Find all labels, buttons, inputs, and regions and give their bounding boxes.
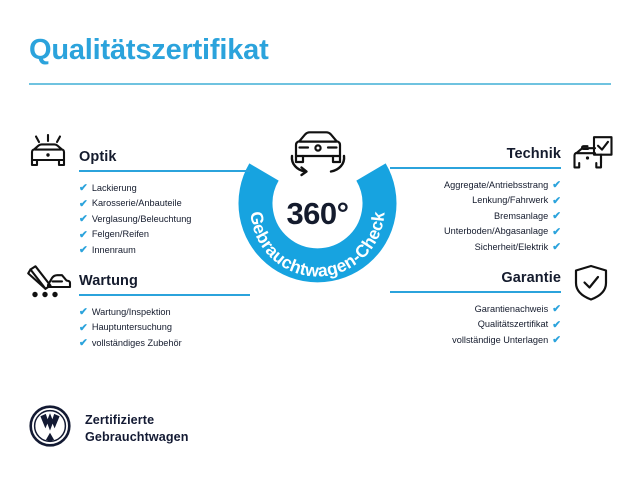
list-item: Lenkung/Fahrwerk ✔ [390, 193, 561, 208]
check-icon: ✔ [79, 244, 88, 257]
section-technik: Technik Aggregate/Antriebsstrang ✔ Lenkun… [390, 145, 561, 255]
footer-text: Zertifizierte Gebrauchtwagen [85, 412, 189, 445]
list-item-label: Hauptuntersuchung [91, 322, 173, 333]
list-item-label: Verglasung/Beleuchtung [91, 213, 192, 224]
check-icon: ✔ [79, 182, 88, 195]
list-item-label: Innenraum [91, 244, 136, 255]
section-list-wartung: ✔ Wartung/Inspektion ✔ Hauptuntersuchung ✔… [79, 305, 250, 351]
section-optik: Optik ✔ Lackierung ✔ Karosserie/Anbauteile… [79, 148, 250, 258]
car-checkbox-icon [568, 134, 614, 179]
section-heading-garantie: Garantie [501, 270, 561, 286]
footer-line-1: Zertifizierte [85, 413, 155, 427]
section-heading-technik: Technik [506, 146, 561, 162]
vw-logo-icon [29, 405, 71, 452]
list-item-label: Aggregate/Antriebsstrang [443, 180, 549, 190]
section-list-garantie: Garantienachweis ✔ Qualitätszertifikat ✔ v… [390, 302, 561, 348]
section-list-technik: Aggregate/Antriebsstrang ✔ Lenkung/Fahrwe… [390, 178, 561, 255]
list-item-label: Qualitätszertifikat [477, 319, 549, 330]
list-item: ✔ Lackierung [79, 181, 250, 196]
list-item: Bremsanlage ✔ [390, 209, 561, 224]
check-icon: ✔ [552, 334, 561, 347]
badge-360-gebrauchtwagen-check: Gebrauchtwagen-Check 360° [230, 122, 405, 297]
list-item-label: Karosserie/Anbauteile [91, 198, 182, 209]
check-icon: ✔ [79, 197, 88, 210]
list-item: Aggregate/Antriebsstrang ✔ [390, 178, 561, 193]
check-icon: ✔ [552, 179, 561, 192]
list-item: ✔ vollständiges Zubehör [79, 336, 250, 351]
section-garantie: Garantie Garantienachweis ✔ Qualitätszert… [390, 269, 561, 348]
list-item: ✔ Karosserie/Anbauteile [79, 196, 250, 211]
shield-check-icon [572, 263, 610, 308]
list-item: ✔ Wartung/Inspektion [79, 305, 250, 320]
car-pen-icon [26, 263, 72, 308]
section-divider-garantie [390, 291, 561, 293]
check-icon: ✔ [79, 228, 88, 241]
list-item: ✔ Felgen/Reifen [79, 227, 250, 242]
list-item: Garantienachweis ✔ [390, 302, 561, 317]
list-item: ✔ Innenraum [79, 243, 250, 258]
list-item-label: Sicherheit/Elektrik [474, 241, 549, 252]
list-item: vollständige Unterlagen ✔ [390, 333, 561, 348]
list-item-label: vollständige Unterlagen [452, 334, 549, 345]
list-item: ✔ Hauptuntersuchung [79, 320, 250, 335]
title-divider [29, 83, 611, 85]
page-title: Qualitätszertifikat [29, 34, 269, 66]
list-item: Unterboden/Abgasanlage ✔ [390, 224, 561, 239]
list-item: Sicherheit/Elektrik ✔ [390, 240, 561, 255]
check-icon: ✔ [552, 210, 561, 223]
badge-ring: Gebrauchtwagen-Check [238, 163, 397, 283]
car-rotate-icon [283, 120, 353, 183]
list-item-label: Bremsanlage [494, 210, 549, 221]
list-item-label: Lackierung [91, 183, 137, 193]
section-heading-optik: Optik [79, 149, 117, 165]
list-item-label: vollständiges Zubehör [91, 337, 182, 348]
check-icon: ✔ [552, 225, 561, 238]
check-icon: ✔ [552, 194, 561, 207]
check-icon: ✔ [79, 306, 88, 319]
section-divider-optik [79, 170, 250, 172]
check-icon: ✔ [552, 241, 561, 254]
list-item-label: Lenkung/Fahrwerk [472, 195, 549, 206]
check-icon: ✔ [79, 321, 88, 334]
check-icon: ✔ [79, 213, 88, 226]
section-divider-technik [390, 167, 561, 169]
list-item: Qualitätszertifikat ✔ [390, 317, 561, 332]
section-divider-wartung [79, 294, 250, 296]
section-wartung: Wartung ✔ Wartung/Inspektion ✔ Hauptunters… [79, 272, 250, 351]
footer-line-2: Gebrauchtwagen [85, 429, 189, 444]
list-item-label: Garantienachweis [474, 304, 549, 314]
footer-brand-lockup: Zertifizierte Gebrauchtwagen [29, 405, 189, 452]
list-item-label: Wartung/Inspektion [91, 307, 171, 317]
list-item-label: Felgen/Reifen [91, 229, 150, 240]
check-icon: ✔ [552, 318, 561, 331]
list-item-label: Unterboden/Abgasanlage [443, 226, 549, 237]
section-heading-wartung: Wartung [79, 273, 138, 289]
car-sparkle-icon [26, 133, 70, 179]
check-icon: ✔ [79, 337, 88, 350]
check-icon: ✔ [552, 303, 561, 316]
list-item: ✔ Verglasung/Beleuchtung [79, 212, 250, 227]
section-list-optik: ✔ Lackierung ✔ Karosserie/Anbauteile ✔ Verg… [79, 181, 250, 258]
